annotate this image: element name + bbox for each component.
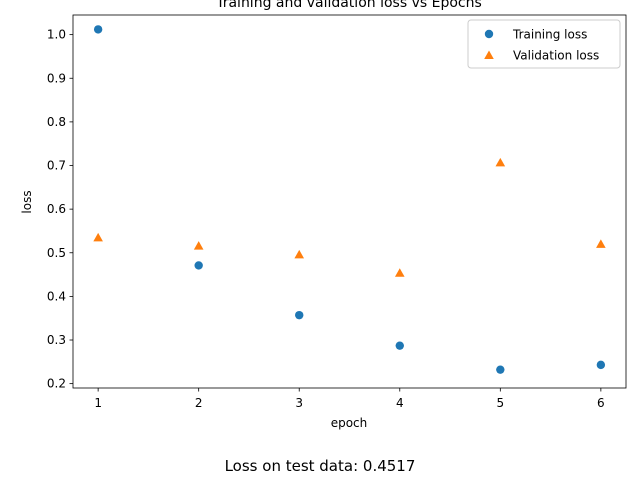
legend-label-validation: Validation loss bbox=[513, 49, 599, 63]
training-loss-point bbox=[194, 261, 203, 270]
x-tick-label: 1 bbox=[94, 396, 102, 410]
y-tick-label: 0.5 bbox=[47, 246, 66, 260]
x-tick-label: 5 bbox=[496, 396, 504, 410]
training-loss-point bbox=[295, 310, 304, 320]
axes-frame bbox=[72, 14, 627, 389]
validation-loss-point bbox=[294, 249, 305, 259]
y-tick-label: 0.3 bbox=[47, 333, 66, 347]
x-tick-label: 3 bbox=[295, 396, 303, 410]
y-tick-label: 0.4 bbox=[47, 289, 66, 303]
y-tick-label: 1.0 bbox=[47, 28, 66, 42]
y-axis-label: loss bbox=[20, 190, 34, 213]
legend-marker-training bbox=[484, 29, 494, 39]
x-tick-label: 6 bbox=[597, 396, 605, 410]
validation-loss-point bbox=[495, 157, 506, 167]
y-tick-label: 0.9 bbox=[47, 71, 66, 85]
training-loss-point bbox=[395, 341, 404, 350]
validation-loss-point bbox=[193, 241, 204, 250]
legend-label-training: Training loss bbox=[512, 28, 587, 42]
training-loss-point bbox=[596, 360, 606, 370]
legend-marker-validation bbox=[484, 50, 494, 59]
training-loss-point bbox=[496, 365, 505, 374]
validation-loss-point bbox=[93, 232, 103, 242]
y-tick-label: 0.6 bbox=[47, 202, 66, 216]
legend-box bbox=[467, 19, 621, 69]
y-tick-label: 0.7 bbox=[47, 159, 66, 173]
x-axis-label: epoch bbox=[331, 416, 368, 430]
y-tick-label: 0.8 bbox=[47, 115, 66, 129]
x-tick-label: 2 bbox=[195, 396, 203, 410]
test-loss-caption: Loss on test data: 0.4517 bbox=[224, 457, 416, 475]
chart-title: Training and validation loss vs Epochs bbox=[215, 0, 482, 11]
y-tick-label: 0.2 bbox=[47, 377, 66, 391]
validation-loss-point bbox=[596, 239, 606, 248]
validation-loss-point bbox=[394, 268, 405, 277]
x-tick-label: 4 bbox=[396, 396, 404, 410]
legend: Training loss Validation loss bbox=[467, 19, 621, 69]
training-loss-point bbox=[93, 25, 103, 34]
